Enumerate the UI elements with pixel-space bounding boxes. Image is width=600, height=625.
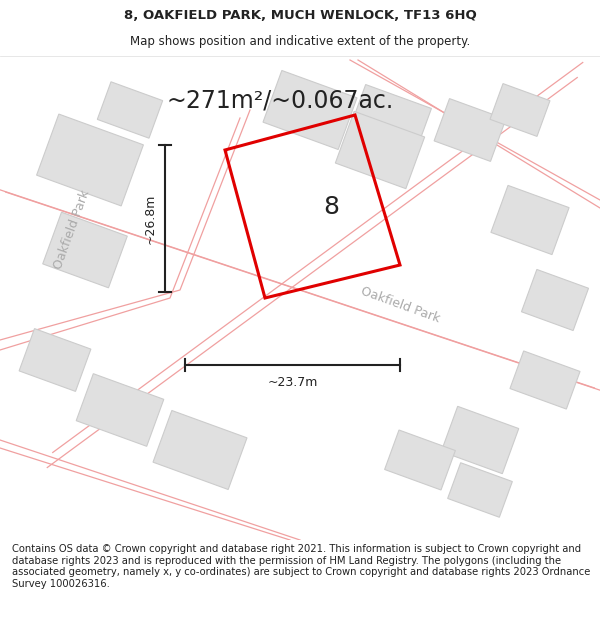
Polygon shape: [385, 430, 455, 490]
Polygon shape: [43, 213, 127, 288]
Polygon shape: [19, 329, 91, 391]
Polygon shape: [76, 374, 164, 446]
Polygon shape: [153, 411, 247, 489]
Polygon shape: [37, 114, 143, 206]
Text: ~271m²/~0.067ac.: ~271m²/~0.067ac.: [166, 88, 394, 112]
Polygon shape: [448, 462, 512, 518]
Text: Contains OS data © Crown copyright and database right 2021. This information is : Contains OS data © Crown copyright and d…: [12, 544, 590, 589]
Polygon shape: [434, 99, 506, 161]
Polygon shape: [335, 111, 425, 189]
Text: Map shows position and indicative extent of the property.: Map shows position and indicative extent…: [130, 35, 470, 48]
Text: ~23.7m: ~23.7m: [268, 376, 317, 389]
Text: ~26.8m: ~26.8m: [143, 193, 157, 244]
Polygon shape: [441, 406, 519, 474]
Text: 8: 8: [323, 195, 339, 219]
Text: 8, OAKFIELD PARK, MUCH WENLOCK, TF13 6HQ: 8, OAKFIELD PARK, MUCH WENLOCK, TF13 6HQ: [124, 9, 476, 22]
Polygon shape: [97, 82, 163, 138]
Polygon shape: [491, 186, 569, 254]
Polygon shape: [263, 71, 357, 149]
Polygon shape: [349, 84, 431, 156]
Polygon shape: [521, 269, 589, 331]
Polygon shape: [510, 351, 580, 409]
Polygon shape: [490, 84, 550, 136]
Text: Oakfield Park: Oakfield Park: [52, 189, 92, 271]
Text: Oakfield Park: Oakfield Park: [359, 284, 442, 326]
